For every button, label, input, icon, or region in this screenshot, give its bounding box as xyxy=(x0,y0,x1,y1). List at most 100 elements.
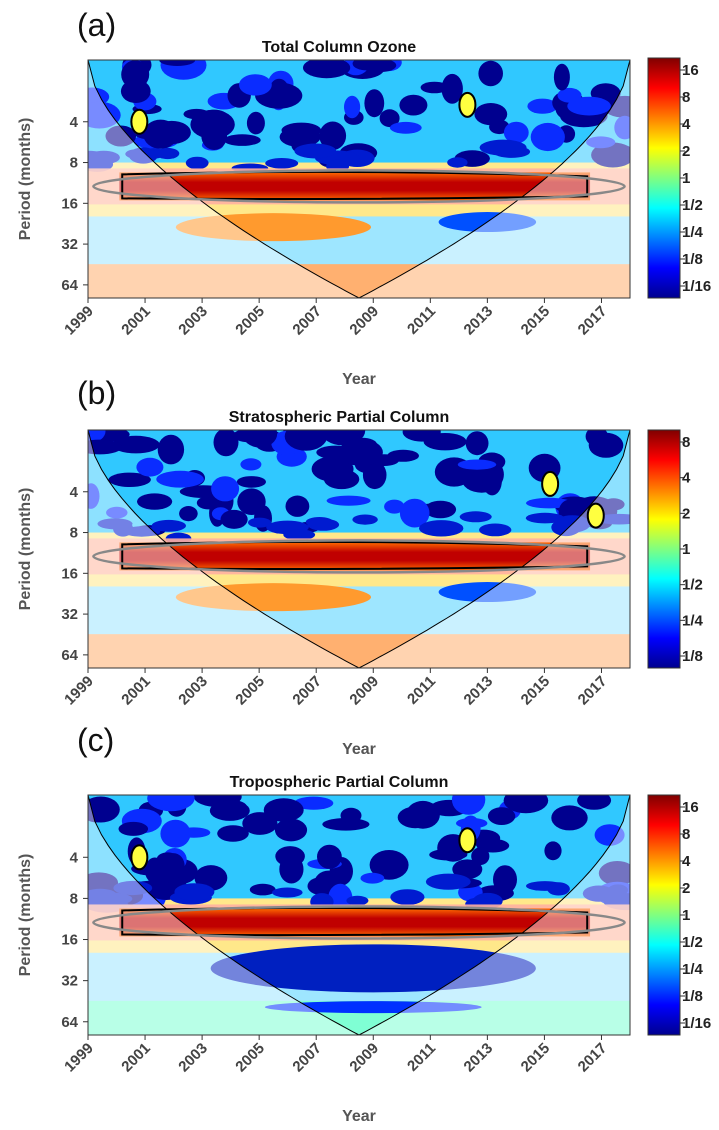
x-tick-label: 2005 xyxy=(232,1040,268,1076)
noise-blob xyxy=(390,889,425,905)
cone-of-influence-line xyxy=(88,795,630,1035)
noise-blob xyxy=(474,103,508,126)
noise-blob xyxy=(405,800,440,829)
noise-blob xyxy=(217,825,249,842)
noise-blob xyxy=(344,95,361,119)
noise-blob xyxy=(112,435,160,454)
y-axis-label: Period (months) xyxy=(17,488,34,611)
noise-blob xyxy=(602,95,630,118)
noise-blob xyxy=(106,506,128,519)
chart-panel-3: (c) Tropospheric Partial Column 4 8 16 32 64 Pe… xyxy=(17,722,711,1125)
colorbar xyxy=(647,57,681,299)
noise-blob xyxy=(389,121,422,134)
noise-blob xyxy=(108,472,151,487)
noise-blob xyxy=(311,456,354,482)
noise-blob xyxy=(156,470,204,488)
y-tick-label: 8 xyxy=(70,525,78,542)
noise-blob xyxy=(384,499,405,514)
chart-panel-1: (a) Total Column Ozone 4 8 16 32 64 Period (mon… xyxy=(17,7,711,388)
noise-blob xyxy=(88,796,120,823)
noise-blob xyxy=(242,812,278,835)
x-tick-label: 2007 xyxy=(289,673,325,709)
plot-area xyxy=(88,795,630,1035)
significance-island xyxy=(130,844,149,871)
cone-of-influence-shade xyxy=(88,795,630,1035)
noise-blob xyxy=(120,79,151,104)
chart-title: Total Column Ozone xyxy=(262,39,416,56)
x-tick-label: 2013 xyxy=(461,1040,497,1076)
x-axis-label: Year xyxy=(342,741,376,758)
noise-blob xyxy=(242,430,278,448)
annual-band xyxy=(119,542,591,571)
colorbar-tick-label: 1/2 xyxy=(682,934,703,951)
noise-blob xyxy=(465,431,489,456)
x-tick-label: 2015 xyxy=(518,303,554,339)
noise-blob xyxy=(527,98,558,114)
plot-frame xyxy=(87,794,631,1036)
mid-period-feature xyxy=(175,213,371,242)
cone-of-influence-shade xyxy=(88,430,630,668)
y-tick-label: 4 xyxy=(70,849,79,866)
noise-blob xyxy=(249,883,276,896)
significance-island xyxy=(586,502,605,529)
x-tick-label: 2017 xyxy=(575,1040,611,1076)
x-tick-label: 2017 xyxy=(575,303,611,339)
noise-blob xyxy=(88,156,114,172)
noise-blob xyxy=(614,115,630,140)
noise-blob xyxy=(211,476,240,502)
colorbar-tick-label: 16 xyxy=(682,62,699,79)
x-tick-label: 2017 xyxy=(575,673,611,709)
noise-blob xyxy=(591,142,630,168)
noise-blob xyxy=(338,438,383,466)
colorbar-tick-label: 2 xyxy=(682,143,690,160)
colorbar-tick-label: 1/2 xyxy=(682,197,703,214)
noise-blob xyxy=(567,96,611,116)
y-tick-label: 32 xyxy=(61,606,78,623)
colorbar-tick-label: 2 xyxy=(682,505,690,522)
noise-blob xyxy=(128,147,158,164)
noise-blob xyxy=(365,60,397,72)
y-tick-label: 16 xyxy=(61,932,78,949)
noise-blob xyxy=(263,798,304,822)
noise-blob xyxy=(423,433,467,451)
x-axis-label: Year xyxy=(342,371,376,388)
panel-letter: (b) xyxy=(77,375,116,411)
significance-island xyxy=(458,91,477,118)
noise-blob xyxy=(326,495,371,506)
plot-frame xyxy=(87,59,631,299)
plot-area xyxy=(88,60,630,298)
noise-blob xyxy=(429,849,468,861)
noise-blob xyxy=(144,857,165,884)
y-axis-label: Period (months) xyxy=(17,854,34,977)
noise-blob xyxy=(369,850,409,880)
x-tick-label: 2001 xyxy=(118,303,154,339)
noise-blob xyxy=(319,121,347,151)
noise-blob xyxy=(420,81,449,94)
noise-blob xyxy=(88,872,119,893)
noise-blob xyxy=(151,519,186,532)
colorbar-tick-label: 1/4 xyxy=(682,612,704,629)
noise-blob xyxy=(447,157,468,168)
panel-letter: (c) xyxy=(77,722,114,758)
colorbar-tick-label: 16 xyxy=(682,799,699,816)
cone-of-influence-line xyxy=(88,60,630,298)
noise-blob xyxy=(425,873,471,890)
chart-title: Tropospheric Partial Column xyxy=(230,774,449,791)
noise-blob xyxy=(479,523,512,537)
colorbar-tick-label: 1/8 xyxy=(682,648,703,665)
noise-blob xyxy=(105,125,137,147)
noise-blob xyxy=(88,430,106,443)
noise-blob xyxy=(162,853,185,879)
noise-blob xyxy=(360,872,385,884)
noise-blob xyxy=(293,796,334,810)
noise-blob xyxy=(274,818,308,842)
x-tick-label: 2009 xyxy=(346,303,382,339)
plot-area xyxy=(88,430,630,668)
colorbar-tick-label: 8 xyxy=(682,826,690,843)
significance-contour-grey xyxy=(92,169,626,204)
y-tick-label: 4 xyxy=(70,114,79,131)
noise-blob xyxy=(190,109,235,139)
colorbar-tick-label: 1/2 xyxy=(682,577,703,594)
colorbar-tick-label: 1 xyxy=(682,170,690,187)
cone-of-influence-line xyxy=(88,430,630,668)
